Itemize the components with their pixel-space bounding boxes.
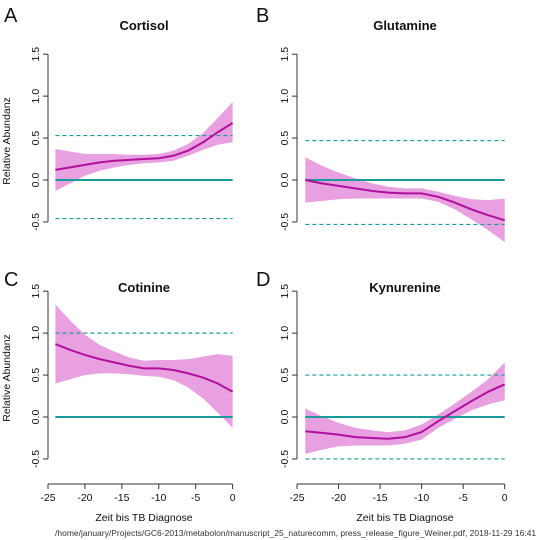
x-tick-label: 0: [502, 492, 508, 504]
x-tick-label: -10: [414, 492, 429, 504]
confidence-band: [55, 102, 233, 191]
y-axis: -0.5 0.0 0.5 1.0 1.5 Relative Abundanz: [1, 47, 49, 231]
panel-c: C Cotinine -0.5 0.0 0.5 1.0 1.5 Relative Abunda…: [1, 269, 236, 524]
x-tick-label: -25: [40, 492, 55, 504]
y-tick-label: 0.0: [279, 173, 291, 188]
x-tick-label: 0: [230, 492, 236, 504]
y-tick-label: 1.5: [30, 284, 42, 299]
y-tick-label: 1.5: [279, 284, 291, 299]
confidence-band: [305, 362, 505, 454]
y-tick-label: 0.5: [30, 131, 42, 146]
y-axis: -0.5 0.0 0.5 1.0 1.5 Relative Abundanz: [1, 284, 49, 468]
panel-b: B Glutamine -0.5 0.0 0.5 1.0 1.5: [256, 5, 505, 243]
y-tick-label: 1.5: [279, 47, 291, 62]
y-axis: -0.5 0.0 0.5 1.0 1.5: [279, 47, 298, 231]
confidence-band: [55, 304, 233, 428]
y-tick-label: 1.0: [279, 89, 291, 104]
x-tick-label: -15: [114, 492, 129, 504]
x-axis: -25 -20 -15 -10 -5 0 Zeit bis TB Diagnose: [289, 483, 508, 524]
panel-letter: A: [4, 5, 18, 27]
y-tick-label: -0.5: [279, 213, 291, 231]
footer-path: /home/january/Projects/GC6-2013/metabolo…: [55, 528, 536, 538]
panel-title: Cotinine: [118, 280, 170, 295]
panel-d: D Kynurenine-0.50.00.51.01.5-25 -20 -15 -10-…: [256, 269, 508, 524]
x-axis-label: Zeit bis TB Diagnose: [95, 512, 192, 524]
panel-title: Cortisol: [119, 18, 168, 33]
y-tick-label: 0.5: [279, 131, 291, 146]
confidence-band: [305, 157, 505, 243]
y-axis-label: Relative Abundanz: [1, 97, 13, 185]
x-tick-label: -25: [289, 492, 304, 504]
x-axis-label: Zeit bis TB Diagnose: [356, 512, 453, 524]
mean-line: [305, 179, 505, 222]
x-tick-label: -20: [331, 492, 346, 504]
y-tick-label: 1.0: [30, 326, 42, 341]
y-tick-label: -0.5: [30, 213, 42, 231]
y-tick-label: 1.0: [279, 326, 291, 341]
mean-line: [55, 343, 234, 393]
y-tick-label: 1.0: [30, 89, 42, 104]
y-axis-label: Relative Abundanz: [1, 334, 13, 422]
y-axis: -0.5 0.0 0.5 1.0 1.5: [279, 284, 298, 468]
panel-letter: D: [256, 269, 270, 291]
panels: A Cortisol -0.5 0.0 0.5 1.0 1.5 Relative Abunda…: [1, 5, 508, 524]
x-tick-label: -10: [151, 492, 166, 504]
panel-title: Kynurenine: [369, 280, 441, 295]
panel-letter: B: [256, 5, 269, 27]
y-tick-label: 1.5: [30, 47, 42, 62]
y-tick-label: -0.5: [30, 450, 42, 468]
panel-title: Glutamine: [373, 18, 437, 33]
y-tick-label: 0.5: [279, 368, 291, 383]
x-tick-label: -15: [372, 492, 387, 504]
panel-a: A Cortisol -0.5 0.0 0.5 1.0 1.5 Relative Abunda…: [1, 5, 234, 231]
y-tick-label: 0.0: [30, 173, 42, 188]
x-tick-label: -5: [458, 492, 467, 504]
y-tick-label: -0.5: [279, 450, 291, 468]
mean-line: [55, 122, 234, 171]
y-tick-label: 0.0: [279, 410, 291, 425]
panel-letter: C: [4, 269, 18, 291]
y-tick-label: 0.0: [30, 410, 42, 425]
x-tick-label: -5: [191, 492, 200, 504]
mean-line: [305, 383, 506, 440]
x-axis: -25 -20 -15 -10 -5 0 Zeit bis TB Diagnose: [40, 483, 236, 524]
y-tick-label: 0.5: [30, 368, 42, 383]
x-tick-label: -20: [77, 492, 92, 504]
